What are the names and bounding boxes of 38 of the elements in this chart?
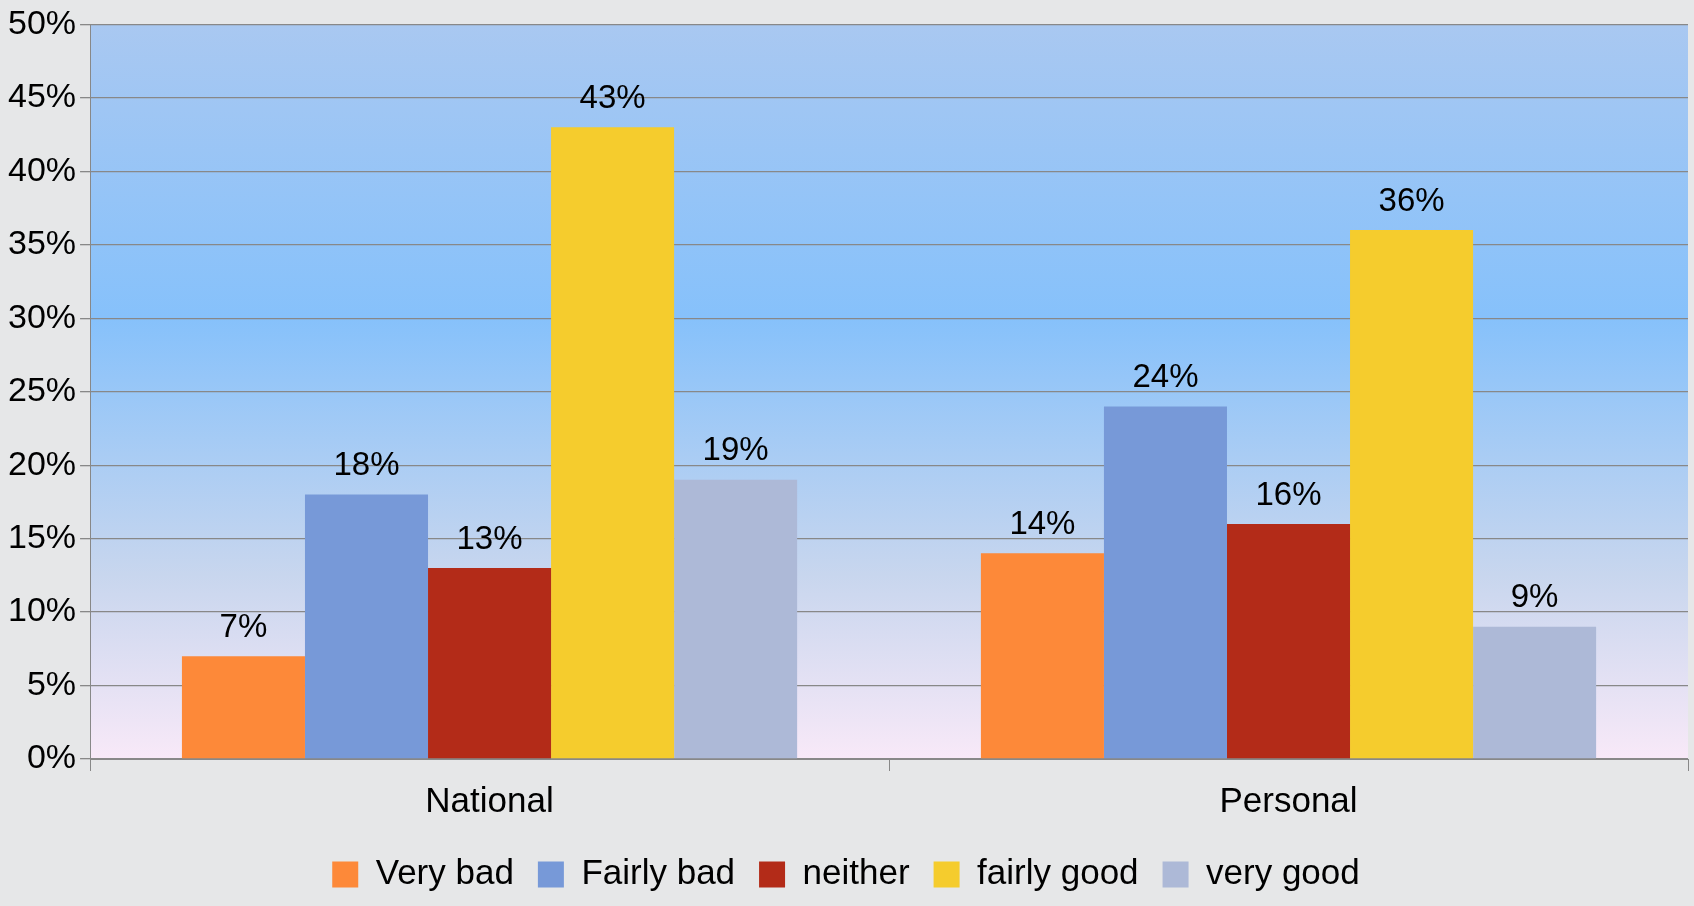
data-label: 19% xyxy=(702,430,769,468)
legend-label: neither xyxy=(802,852,910,892)
y-tick-label: 10% xyxy=(7,590,77,629)
bar xyxy=(428,568,552,759)
bar xyxy=(674,479,798,759)
y-tick-label: 45% xyxy=(7,76,77,115)
x-tick-label: National xyxy=(425,779,554,819)
y-tick-label: 5% xyxy=(26,663,77,702)
data-label: 16% xyxy=(1255,474,1322,512)
bar xyxy=(1103,406,1227,759)
bar xyxy=(304,494,429,759)
y-tick-label: 30% xyxy=(7,296,77,335)
y-tick-label: 25% xyxy=(7,370,77,409)
y-tick-label: 15% xyxy=(7,516,77,555)
legend-label: Very bad xyxy=(375,852,514,892)
data-label: 24% xyxy=(1132,356,1199,394)
y-tick-label: 0% xyxy=(26,737,77,776)
y-tick-label: 35% xyxy=(7,223,77,262)
y-tick-label: 40% xyxy=(7,149,77,188)
legend-label: very good xyxy=(1206,852,1360,892)
data-label: 36% xyxy=(1378,180,1445,218)
data-label: 14% xyxy=(1009,503,1076,541)
bar xyxy=(980,553,1104,759)
bar xyxy=(1473,626,1597,759)
data-label: 7% xyxy=(219,606,268,644)
data-label: 9% xyxy=(1510,577,1559,615)
data-label: 18% xyxy=(333,445,400,483)
data-label: 43% xyxy=(579,77,646,115)
x-tick-label: Personal xyxy=(1219,779,1358,819)
data-label: 13% xyxy=(456,518,523,556)
bar xyxy=(551,127,675,759)
y-tick-label: 20% xyxy=(7,443,77,482)
y-tick-label: 50% xyxy=(7,2,77,41)
bar xyxy=(1350,230,1474,759)
bar xyxy=(1226,523,1351,759)
legend-label: fairly good xyxy=(977,852,1139,892)
bar xyxy=(181,656,305,759)
legend-label: Fairly bad xyxy=(581,852,736,892)
